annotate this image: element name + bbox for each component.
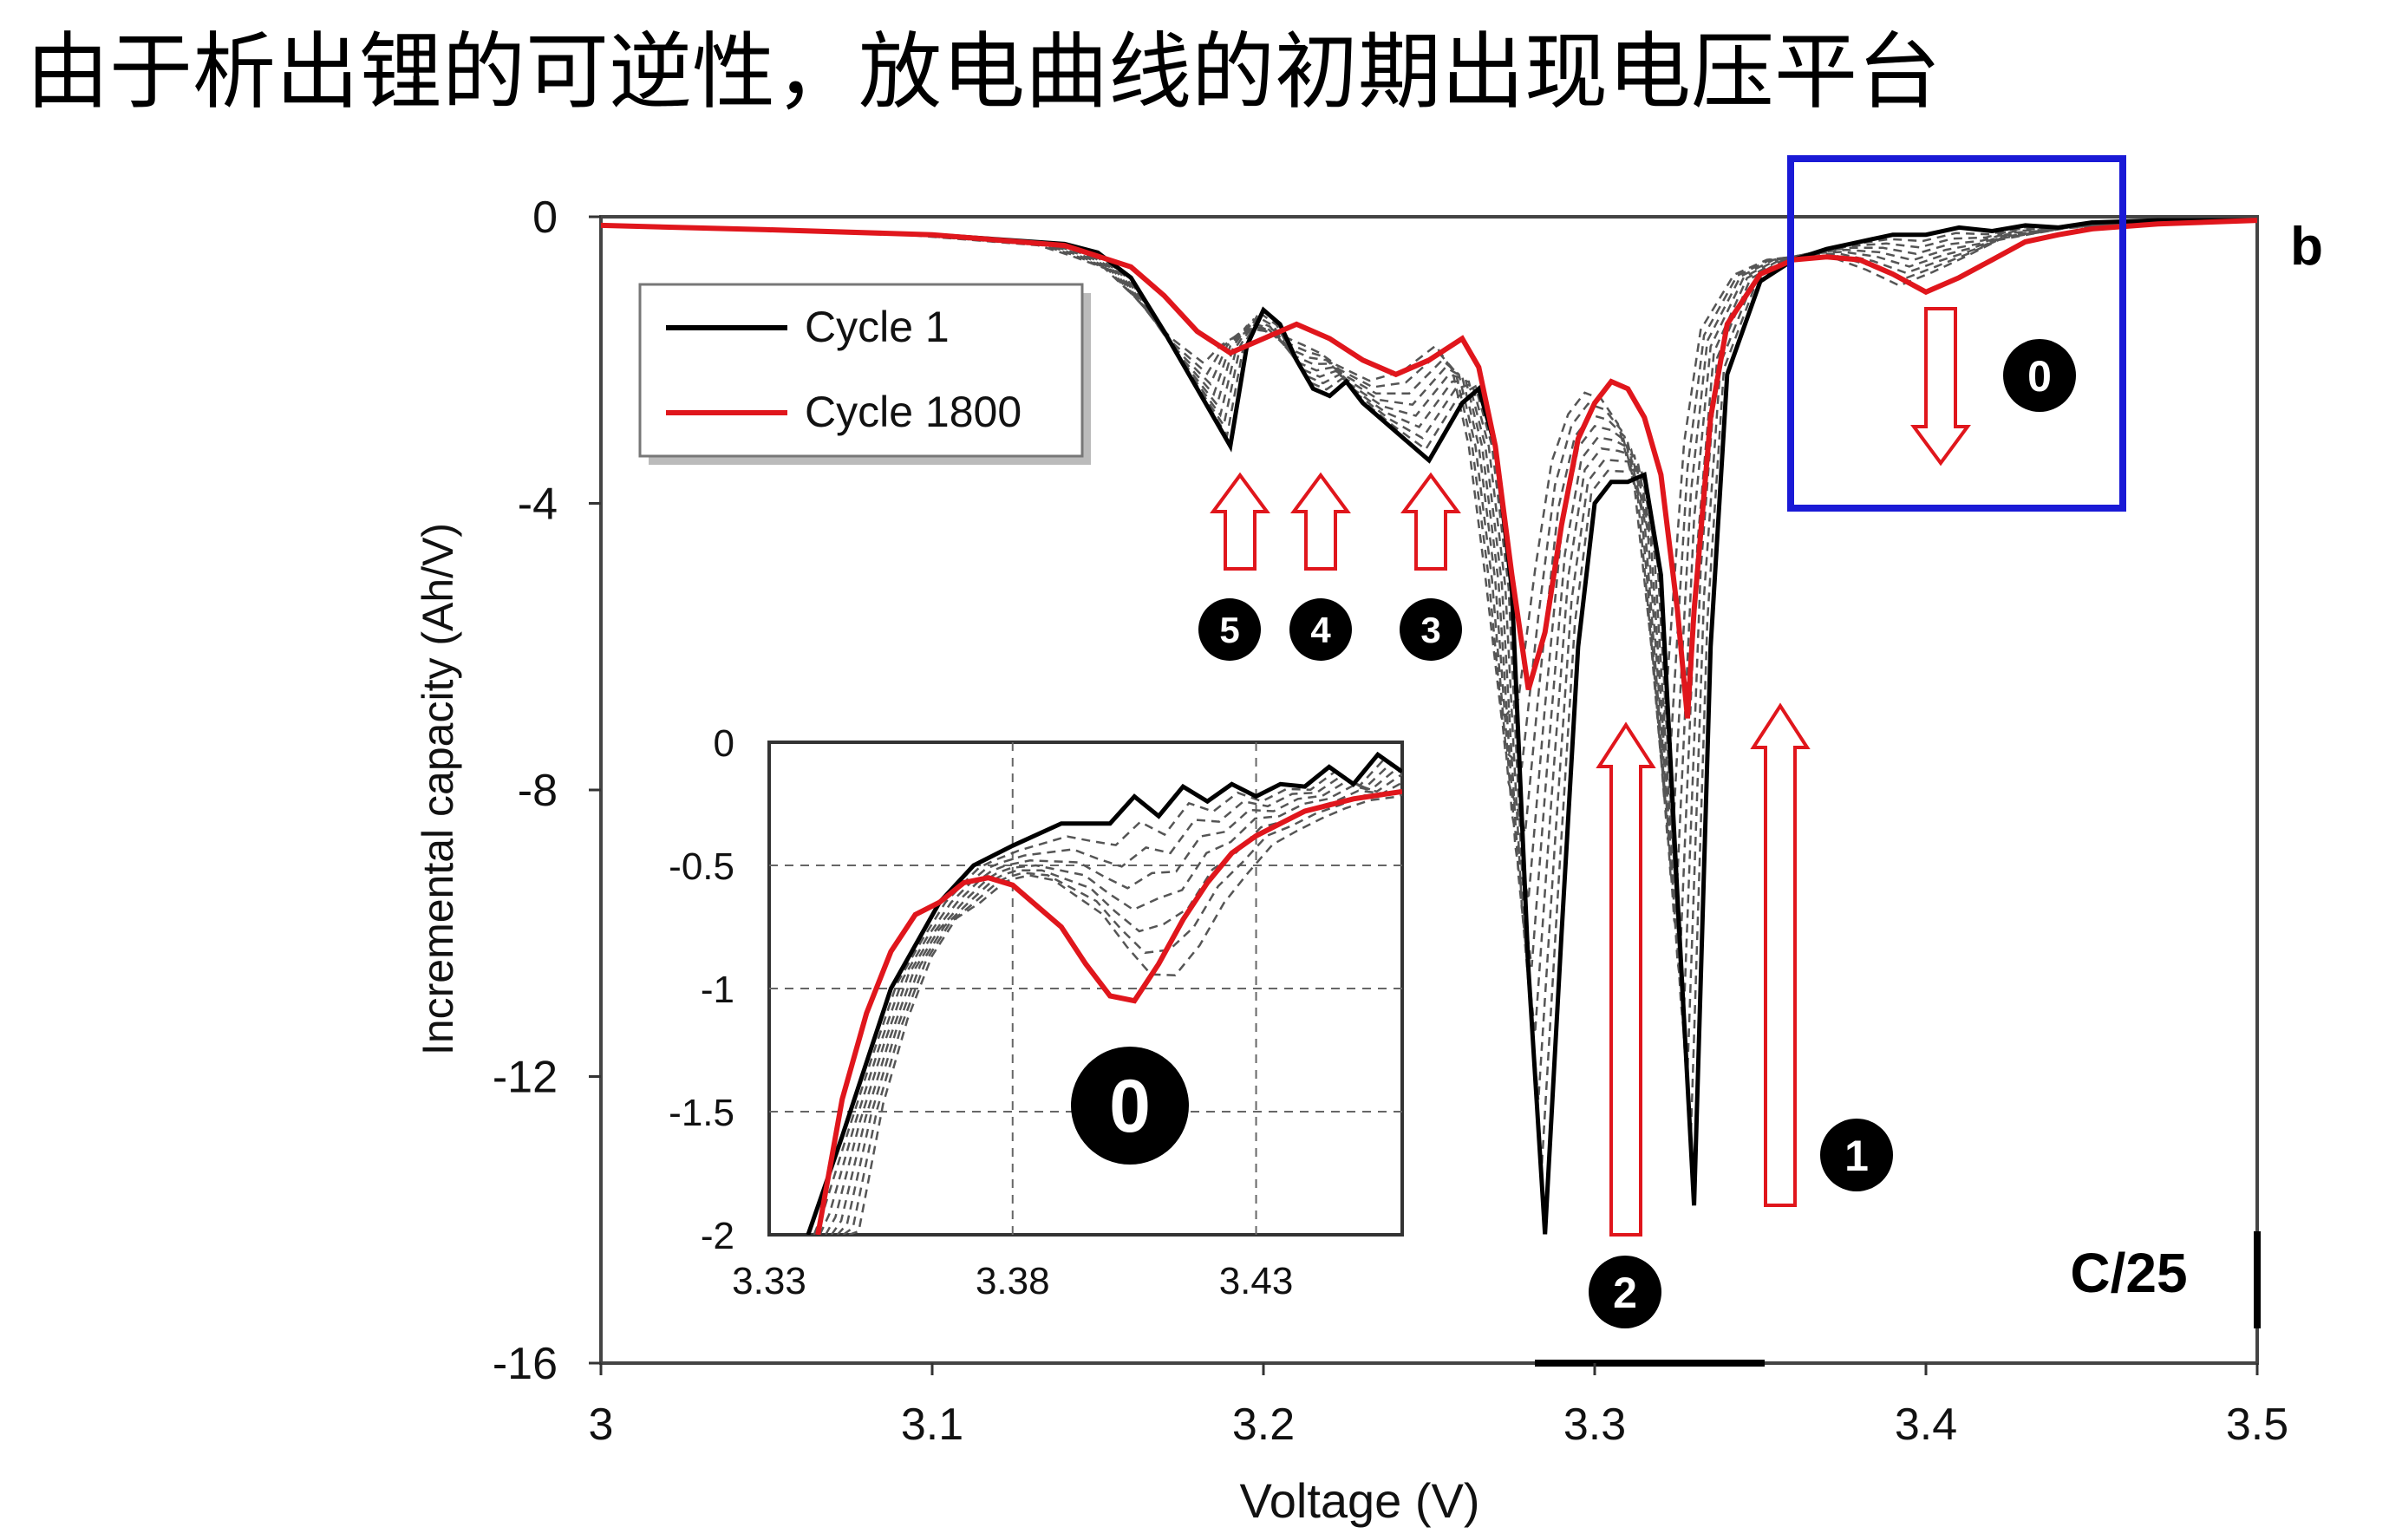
marker-label: 4 (1310, 610, 1331, 650)
arrow-up (1290, 472, 1351, 571)
inset-intermediate-curves (813, 758, 1402, 1235)
x-tick-label: 3.4 (1895, 1400, 1957, 1450)
inset-x-tick-label: 3.43 (1219, 1260, 1294, 1302)
intermediate-cycle-curve (601, 219, 2244, 967)
inset-intermediate-curve (842, 788, 1402, 1235)
inset-series-layer (806, 751, 1402, 1235)
series-line-cycle1800 (601, 218, 2257, 719)
slide-title: 由于析出锂的可逆性，放电曲线的初期出现电压平台 (26, 23, 1941, 121)
legend-label-cycle1800: Cycle 1800 (805, 388, 1022, 436)
y-tick-label: -12 (493, 1053, 558, 1103)
rate-label: C/25 (2070, 1242, 2187, 1304)
main-axis-ticks: 3 3.1 3.2 3.3 3.4 3.50-4-8-12-16 (493, 192, 2288, 1450)
y-tick-label: -4 (518, 480, 558, 530)
inset-y-tick-label: -2 (701, 1215, 734, 1257)
marker-label: 0 (2027, 352, 2052, 401)
inset-y-tick-label: -1.5 (669, 1092, 734, 1134)
annotation-arrows (1210, 307, 1971, 1237)
y-tick-label: -8 (518, 766, 558, 816)
arrow-up (1750, 702, 1811, 1207)
marker-label: 3 (1420, 610, 1440, 650)
arrow-up (1210, 472, 1270, 571)
legend-box (638, 283, 1084, 458)
intermediate-cycle-curve (601, 219, 2255, 1168)
annotation-markers: 5 4 3 0 1 2 (1198, 339, 2076, 1328)
marker-circle (2003, 339, 2076, 412)
y-tick-label: 0 (532, 192, 558, 243)
arrow-down (1910, 307, 1971, 467)
inset-marker-0: 0 (1071, 1047, 1189, 1165)
y-axis-title: Incremental capacity (Ah/V) (414, 523, 462, 1055)
x-tick-label: 3.2 (1232, 1400, 1295, 1450)
marker-label: 1 (1844, 1132, 1869, 1180)
inset-series-line-cycle1800 (815, 788, 1402, 1235)
intermediate-cycle-curve (601, 219, 2241, 900)
marker-circle (1589, 1256, 1661, 1328)
legend: Cycle 1 Cycle 1800 (638, 283, 1091, 465)
inset-intermediate-curve (848, 793, 1402, 1235)
marker-circle (1820, 1119, 1893, 1191)
inset-x-tick-label: 3.38 (976, 1260, 1050, 1302)
intermediate-cycle-curve (601, 219, 2248, 1034)
intermediate-cycle-curve (601, 219, 2251, 1101)
highlight-box-region-0 (1787, 155, 2126, 512)
marker-circle (1289, 598, 1352, 661)
panel-label: b (2290, 217, 2323, 277)
x-tick-label: 3 (589, 1400, 614, 1450)
x-axis-title: Voltage (V) (1239, 1473, 1479, 1528)
inset-intermediate-curve (825, 768, 1402, 1235)
inset-marker-circle (1071, 1047, 1189, 1165)
inset-intermediate-curve (813, 758, 1402, 1235)
legend-label-cycle1: Cycle 1 (805, 303, 950, 351)
inset-y-tick-label: -0.5 (669, 845, 734, 888)
inset-intermediate-curve (819, 763, 1402, 1235)
arrow-up (1596, 721, 1656, 1237)
main-series-layer (601, 218, 2257, 1235)
inset-intermediate-curve (830, 773, 1402, 1235)
x-tick-label: 3.5 (2226, 1400, 2288, 1450)
inset-axis-ticks: 3.33 3.38 3.43 0 -0.5 -1 -1.5 -2 (669, 722, 1293, 1302)
series-line-cycle1 (601, 218, 2257, 1235)
marker-circle (1198, 598, 1261, 661)
inset-marker-label: 0 (1109, 1065, 1151, 1148)
inset-y-tick-label: 0 (714, 722, 734, 765)
arrow-up (1400, 472, 1461, 571)
inset-y-tick-label: -1 (701, 969, 734, 1011)
marker-label: 5 (1219, 610, 1239, 650)
y-tick-label: -16 (493, 1339, 558, 1389)
x-tick-label: 3.3 (1563, 1400, 1626, 1450)
marker-circle (1400, 598, 1462, 661)
x-tick-label: 3.1 (901, 1400, 963, 1450)
inset-x-tick-label: 3.33 (732, 1260, 806, 1302)
marker-label: 2 (1613, 1269, 1637, 1317)
